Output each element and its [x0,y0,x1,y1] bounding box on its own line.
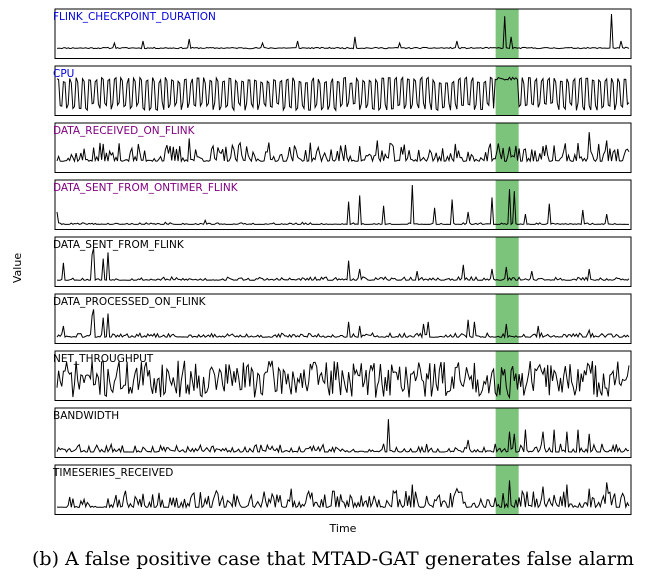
anomaly-highlight [495,408,519,458]
series-label: TIMESERIES_RECEIVED [52,467,173,479]
anomaly-highlight [495,237,519,287]
series-line [56,248,630,282]
series-label: DATA_SENT_FROM_FLINK [53,239,185,251]
series-label: DATA_RECEIVED_ON_FLINK [53,125,196,137]
panel-timeseries-received: TIMESERIES_RECEIVED [52,464,632,515]
series-line [56,132,630,164]
series-label: FLINK_CHECKPOINT_DURATION [53,11,216,23]
panel-frame [54,236,632,287]
panel-data-sent-from-flink: DATA_SENT_FROM_FLINK [53,236,632,287]
panel-data-sent-from-ontimer-flink: DATA_SENT_FROM_ONTIMER_FLINK [53,179,632,230]
anomaly-highlight [495,9,519,59]
panel-bandwidth: BANDWIDTH [53,407,632,458]
chart-figure: FLINK_CHECKPOINT_DURATION CPU DATA_RECEIVE… [11,8,632,535]
x-axis-label: Time [329,522,357,535]
figure-caption: (b) A false positive case that MTAD-GAT … [32,548,634,570]
panel-frame [54,179,632,230]
series-line [56,309,630,340]
anomaly-highlight [495,351,519,401]
series-label: NET_THROUGHPUT [53,353,154,365]
panel-frame [54,350,632,401]
series-line [56,75,630,112]
panel-frame [54,122,632,173]
y-axis-label: Value [11,253,24,283]
anomaly-highlight [495,66,519,116]
series-line [56,480,630,510]
panel-frame [54,65,632,116]
series-line [56,419,630,454]
series-label: BANDWIDTH [53,410,119,422]
anomaly-highlight [495,465,519,515]
panel-data-received-on-flink: DATA_RECEIVED_ON_FLINK [53,122,632,173]
series-line [56,184,629,226]
anomaly-highlight [495,294,519,344]
panel-frame [54,407,632,458]
panel-frame [54,464,632,515]
panel-net-throughput: NET_THROUGHPUT [53,350,632,401]
series-label: DATA_SENT_FROM_ONTIMER_FLINK [53,182,239,194]
panel-frame [54,8,632,59]
panel-data-processed-on-flink: DATA_PROCESSED_ON_FLINK [53,293,632,344]
panel-frame [54,293,632,344]
anomaly-highlight [495,123,519,173]
series-line [56,360,630,400]
series-label: CPU [53,68,74,80]
panel-flink-checkpoint-duration: FLINK_CHECKPOINT_DURATION [53,8,632,59]
series-line [56,13,630,50]
series-label: DATA_PROCESSED_ON_FLINK [53,296,207,308]
panel-cpu: CPU [53,65,632,116]
